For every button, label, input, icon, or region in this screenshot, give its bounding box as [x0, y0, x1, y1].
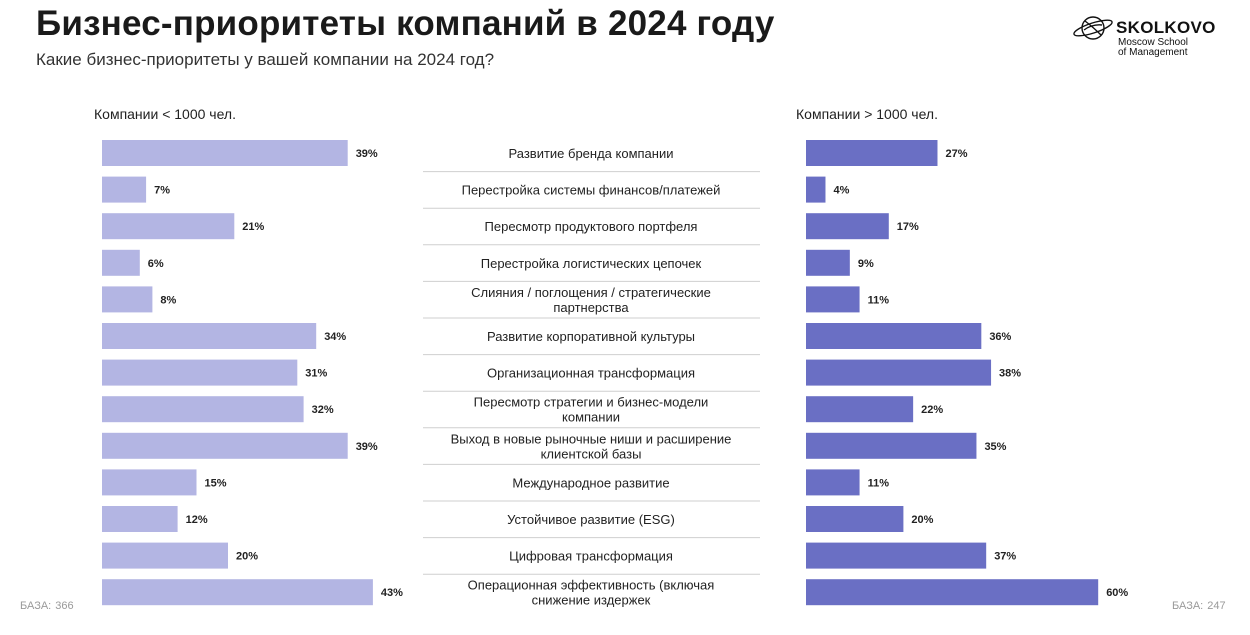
- right-bar: [806, 469, 860, 496]
- left-bar: [102, 359, 298, 386]
- category-label: Пересмотр стратегии и бизнес-модели компа…: [474, 395, 709, 425]
- right-bar-value: 17%: [897, 221, 919, 233]
- right-bar: [806, 323, 982, 349]
- right-bar-value: 9%: [858, 258, 874, 270]
- left-bar: [102, 506, 178, 532]
- left-group-label: Компании < 1000 чел.: [94, 106, 236, 122]
- left-bar-value: 32%: [312, 404, 334, 416]
- right-bar-value: 27%: [945, 148, 967, 160]
- category-label: Слияния / поглощения / стратегические пар…: [471, 285, 711, 315]
- right-bar: [806, 286, 860, 313]
- left-bar-value: 7%: [154, 185, 170, 197]
- skolkovo-logo-icon: [1073, 16, 1113, 40]
- left-bar: [102, 579, 373, 606]
- left-bar: [102, 176, 147, 203]
- right-bar-value: 11%: [868, 477, 890, 489]
- logo-subtitle-line-2: of Management: [1118, 47, 1188, 58]
- left-bar-value: 34%: [324, 331, 346, 343]
- category-label: Перестройка логистических цепочек: [481, 256, 702, 271]
- category-label: Развитие корпоративной культуры: [487, 329, 695, 344]
- logo-subtitle: Moscow School of Management: [1118, 38, 1188, 58]
- right-bar-value: 20%: [911, 514, 933, 526]
- right-bar: [806, 579, 1099, 606]
- right-bar-value: 36%: [989, 331, 1011, 343]
- left-bar-value: 15%: [205, 477, 227, 489]
- footer-base-left: БАЗА: 366: [20, 600, 74, 612]
- left-bar: [102, 542, 228, 569]
- right-bar-value: 35%: [984, 441, 1006, 453]
- category-label: Пересмотр продуктового портфеля: [485, 219, 698, 234]
- footer-base-right: БАЗА: 247: [1172, 600, 1226, 612]
- left-bar-value: 8%: [160, 294, 176, 306]
- right-bar: [806, 432, 977, 459]
- right-bar-value: 60%: [1106, 587, 1128, 599]
- category-label: Операционная эффективность (включая сниже…: [468, 578, 715, 608]
- right-group-label: Компании > 1000 чел.: [796, 106, 938, 122]
- right-bar: [806, 140, 938, 166]
- category-label: Устойчивое развитие (ESG): [507, 512, 675, 527]
- right-bar: [806, 213, 889, 240]
- right-bar: [806, 506, 904, 532]
- skolkovo-logo: SKOLKOVO Moscow School of Management: [1072, 14, 1250, 62]
- right-bar: [806, 176, 826, 203]
- right-bar-value: 4%: [833, 185, 849, 197]
- footer-base-right-value: 247: [1207, 600, 1226, 612]
- right-bar-value: 38%: [999, 368, 1021, 380]
- left-bar: [102, 213, 235, 240]
- logo-subtitle-line-1: Moscow School: [1118, 37, 1189, 48]
- page-subtitle: Какие бизнес-приоритеты у вашей компании…: [36, 50, 495, 69]
- left-bar-value: 43%: [381, 587, 403, 599]
- left-bar: [102, 323, 317, 349]
- right-bar-value: 22%: [921, 404, 943, 416]
- category-label: Перестройка системы финансов/платежей: [462, 183, 721, 198]
- page-title: Бизнес-приоритеты компаний в 2024 году: [36, 4, 775, 43]
- category-label: Цифровая трансформация: [509, 549, 673, 564]
- left-bar-value: 39%: [356, 148, 378, 160]
- footer-base-right-label: БАЗА:: [1172, 600, 1204, 612]
- right-bar-value: 11%: [868, 294, 890, 306]
- left-bar: [102, 140, 348, 166]
- category-label: Организационная трансформация: [487, 366, 695, 381]
- left-bar-value: 39%: [356, 441, 378, 453]
- category-label: Развитие бренда компании: [509, 146, 674, 161]
- left-bar: [102, 396, 304, 423]
- right-bar: [806, 396, 914, 423]
- category-label: Выход в новые рыночные ниши и расширение…: [451, 431, 732, 461]
- left-bar: [102, 432, 348, 459]
- right-bar: [806, 359, 992, 386]
- left-bar-value: 6%: [148, 258, 164, 270]
- left-bar: [102, 249, 140, 276]
- left-bar-value: 20%: [236, 551, 258, 563]
- right-bar-value: 37%: [994, 551, 1016, 563]
- category-label: Международное развитие: [512, 475, 669, 490]
- right-bar: [806, 542, 987, 569]
- logo-name: SKOLKOVO: [1116, 18, 1216, 37]
- footer-base-left-label: БАЗА:: [20, 600, 52, 612]
- left-bar-value: 12%: [186, 514, 208, 526]
- footer-base-left-value: 366: [55, 600, 74, 612]
- left-bar-value: 21%: [242, 221, 264, 233]
- right-bar: [806, 249, 850, 276]
- left-bar-value: 31%: [305, 368, 327, 380]
- left-bar: [102, 469, 197, 496]
- left-bar: [102, 286, 153, 313]
